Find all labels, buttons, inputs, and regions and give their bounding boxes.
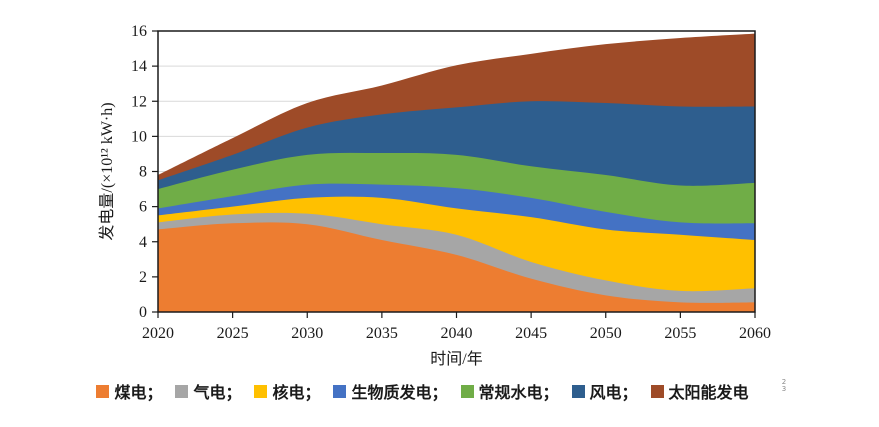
- legend-label: 气电；: [193, 385, 242, 402]
- x-tick-label: 2050: [590, 325, 622, 342]
- y-tick-label: 10: [131, 128, 147, 145]
- y-axis-title: 发电量/(×10¹² kW·h): [98, 102, 116, 240]
- x-tick-label: 2055: [664, 325, 696, 342]
- y-tick-label: 2: [139, 269, 147, 286]
- legend-swatch: [650, 384, 664, 398]
- x-tick-label: 2060: [739, 325, 771, 342]
- legend-swatch: [333, 384, 347, 398]
- legend-item: 常规水电；: [460, 379, 559, 403]
- y-tick-label: 6: [139, 199, 147, 216]
- y-tick-label: 12: [131, 93, 147, 110]
- x-tick-label: 2040: [441, 325, 473, 342]
- legend-item: 核电；: [254, 379, 320, 403]
- legend-swatch: [571, 384, 585, 398]
- stacked-area-chart: 0 2 4 6 8 10 12 14 16 2020 2025 2030 2035 2040 2045 205…: [98, 23, 771, 368]
- legend-swatch: [254, 384, 268, 398]
- legend-label: 太阳能发电: [668, 385, 749, 402]
- y-tick-label: 4: [139, 234, 147, 251]
- legend-item: 煤电；: [96, 379, 162, 403]
- y-tick-label: 14: [131, 58, 147, 75]
- legend-label: 风电；: [589, 385, 638, 402]
- legend-label: 核电；: [272, 385, 321, 402]
- artifact-line: 3: [781, 385, 787, 393]
- x-tick-label: 2045: [515, 325, 547, 342]
- legend-item: 风电；: [571, 379, 638, 403]
- legend-label: 煤电；: [114, 385, 163, 402]
- legend-item: 太阳能发电: [650, 379, 749, 403]
- chart-legend: 煤电； 气电； 核电； 生物质发电； 常规水电； 风电； 太阳能发电: [0, 379, 845, 403]
- x-axis-title: 时间/年: [430, 350, 482, 368]
- legend-label: 常规水电；: [478, 385, 559, 402]
- x-tick-label: 2030: [291, 325, 323, 342]
- legend-swatch: [175, 384, 189, 398]
- legend-item: 气电；: [175, 379, 241, 403]
- x-tick-label: 2020: [142, 325, 174, 342]
- y-tick-label: 0: [139, 304, 147, 321]
- y-tick-label: 8: [139, 164, 147, 181]
- x-tick-label: 2035: [366, 325, 398, 342]
- chart-svg: 0 2 4 6 8 10 12 14 16 2020 2025 2030 2035 2040 2045 205…: [98, 23, 771, 368]
- legend-item: 生物质发电；: [333, 379, 448, 403]
- legend-label: 生物质发电；: [351, 385, 448, 402]
- y-tick-label: 16: [131, 23, 147, 40]
- legend-swatch: [96, 384, 110, 398]
- legend-swatch: [460, 384, 474, 398]
- artifact-line: 2: [781, 378, 787, 386]
- x-tick-label: 2025: [217, 325, 249, 342]
- area-1-series: [158, 222, 755, 312]
- page-artifact: 2 3: [779, 379, 789, 393]
